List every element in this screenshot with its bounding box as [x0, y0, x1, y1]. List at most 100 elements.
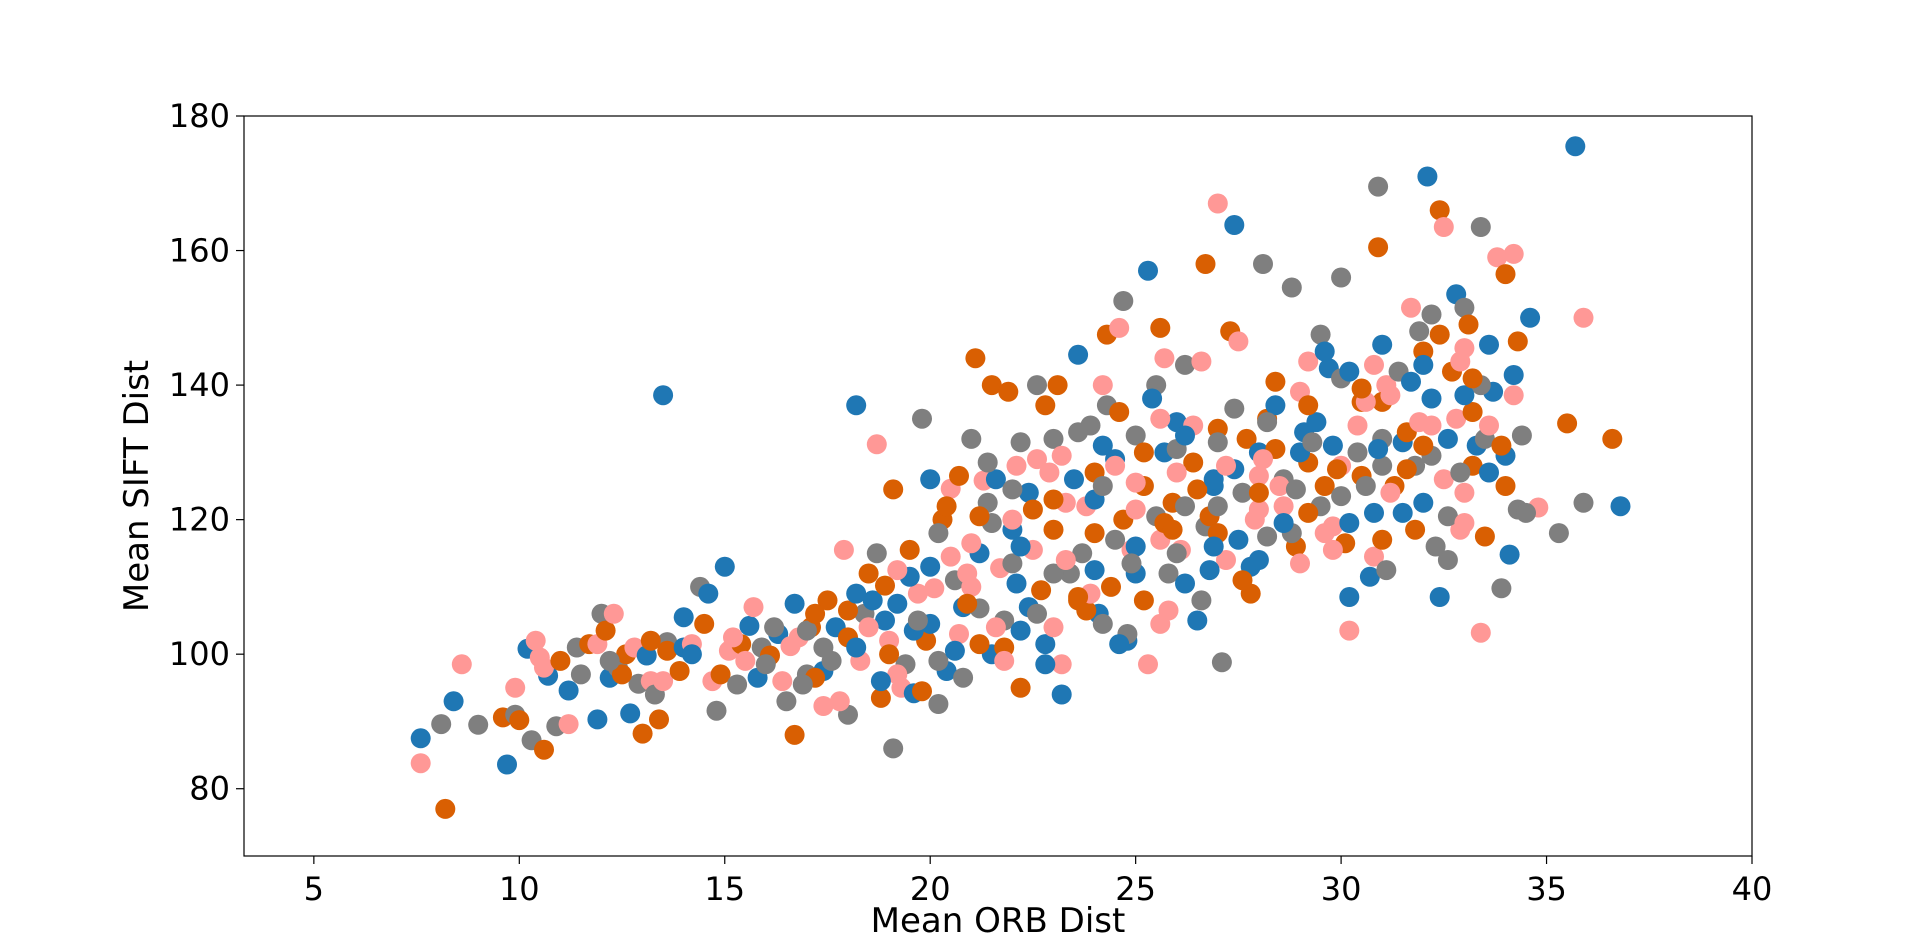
scatter-point — [977, 452, 998, 473]
scatter-point — [1413, 492, 1434, 513]
scatter-point — [1092, 476, 1113, 496]
scatter-point — [1355, 476, 1376, 496]
scatter-point — [858, 563, 879, 584]
y-tick-label: 180 — [169, 97, 230, 135]
scatter-point — [1068, 344, 1089, 365]
scatter-point — [944, 640, 965, 661]
scatter-point — [706, 700, 727, 721]
scatter-point — [1511, 425, 1532, 446]
scatter-point — [805, 603, 826, 624]
scatter-point — [813, 696, 834, 716]
x-axis-ticks: 5 10 15 20 25 30 35 40 — [304, 856, 1772, 908]
scatter-point — [838, 600, 858, 621]
scatter-point — [1027, 375, 1047, 396]
scatter-point — [924, 578, 945, 599]
scatter-point — [1273, 496, 1294, 517]
scatter-point — [1175, 425, 1195, 446]
scatter-point — [887, 593, 908, 614]
scatter-point — [1191, 351, 1212, 372]
scatter-point — [912, 681, 932, 702]
scatter-point — [435, 798, 456, 819]
scatter-point — [558, 714, 579, 735]
scatter-point — [1232, 482, 1253, 503]
scatter-point — [1125, 425, 1146, 446]
y-tick-label: 140 — [169, 366, 230, 404]
plot-frame — [243, 115, 1753, 857]
scatter-point — [1495, 476, 1516, 496]
scatter-point — [1109, 317, 1130, 338]
scatter-point — [969, 506, 990, 527]
scatter-point — [649, 709, 669, 730]
scatter-point — [1207, 496, 1228, 517]
scatter-point — [410, 728, 431, 749]
x-tick-label: 30 — [1321, 870, 1362, 908]
scatter-point — [1516, 502, 1536, 523]
scatter-point — [965, 348, 986, 369]
scatter-point — [1503, 365, 1524, 385]
scatter-point — [899, 539, 920, 560]
scatter-point — [1285, 479, 1306, 500]
scatter-point — [505, 677, 526, 698]
scatter-point — [1347, 415, 1368, 436]
scatter-point — [1331, 486, 1352, 507]
scatter-point — [1125, 472, 1146, 493]
scatter-point — [1507, 331, 1528, 352]
scatter-point — [1051, 445, 1072, 466]
scatter-point — [550, 650, 571, 671]
scatter-point — [1265, 371, 1286, 392]
scatter-point — [694, 613, 715, 634]
scatter-point — [1409, 412, 1430, 433]
scatter-point — [998, 381, 1019, 402]
scatter-point — [875, 575, 895, 596]
scatter-point — [1072, 543, 1093, 564]
scatter-point — [1175, 496, 1195, 517]
points-layer — [410, 136, 1631, 819]
scatter-point — [981, 375, 1002, 396]
scatter-point — [669, 661, 690, 681]
scatter-point — [994, 650, 1015, 671]
scatter-point — [1437, 550, 1458, 570]
scatter-point — [1429, 200, 1450, 221]
scatter-point — [1421, 388, 1442, 409]
scatter-point — [1433, 469, 1454, 490]
scatter-point — [1565, 136, 1586, 157]
scatter-point — [1298, 502, 1319, 523]
scatter-point — [949, 624, 969, 644]
x-tick-label: 15 — [704, 870, 745, 908]
scatter-point — [1470, 622, 1491, 643]
scatter-point — [1437, 506, 1458, 527]
scatter-point — [1068, 587, 1089, 607]
scatter-point — [1183, 452, 1204, 473]
scatter-point — [1043, 428, 1064, 449]
scatter-point — [1290, 553, 1310, 574]
scatter-point — [1409, 321, 1430, 342]
scatter-point — [1331, 267, 1352, 288]
scatter-point — [920, 469, 941, 490]
scatter-point — [1187, 479, 1208, 500]
scatter-point — [1372, 455, 1393, 476]
scatter-point — [957, 593, 978, 614]
scatter-point — [1520, 307, 1541, 328]
scatter-point — [1228, 529, 1249, 550]
scatter-point — [640, 630, 661, 651]
scatter-point — [657, 640, 678, 661]
scatter-point — [1043, 519, 1064, 540]
scatter-point — [1248, 550, 1269, 570]
scatter-point — [1191, 590, 1212, 611]
scatter-point — [1121, 553, 1142, 574]
scatter-point — [1322, 435, 1343, 456]
scatter-point — [1298, 395, 1319, 416]
scatter-point — [883, 479, 904, 500]
scatter-point — [1470, 217, 1491, 237]
scatter-point — [1450, 351, 1471, 372]
scatter-point — [1351, 378, 1372, 399]
scatter-point — [1092, 613, 1113, 634]
scatter-point — [1006, 455, 1027, 476]
scatter-point — [1347, 442, 1368, 463]
scatter-point — [1339, 513, 1360, 533]
scatter-point — [961, 428, 982, 449]
scatter-point — [1380, 482, 1401, 503]
scatter-point — [1018, 482, 1039, 503]
scatter-point — [887, 560, 908, 581]
scatter-point — [1450, 462, 1471, 483]
